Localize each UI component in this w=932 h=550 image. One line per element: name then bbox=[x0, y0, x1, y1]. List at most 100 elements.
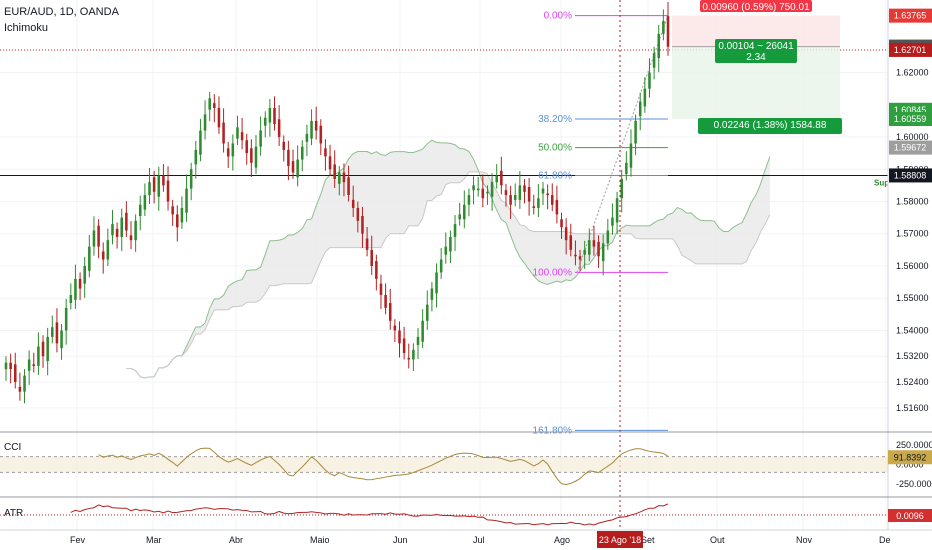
candle-body bbox=[23, 375, 26, 392]
y-tick-label: 1.62000 bbox=[896, 68, 929, 78]
candle bbox=[652, 46, 656, 80]
candle bbox=[583, 240, 586, 269]
candle-body bbox=[500, 170, 503, 186]
candle-body bbox=[287, 149, 290, 167]
candle-body bbox=[129, 235, 133, 241]
fib-level-label: 0.00% bbox=[544, 11, 572, 22]
candle bbox=[13, 352, 17, 389]
position-tool[interactable]: 0.00960 (0.59%) 750.01 0.00104 ~ 260412.3… bbox=[672, 0, 842, 134]
candle bbox=[324, 139, 327, 171]
candle bbox=[560, 212, 563, 239]
candle-body bbox=[152, 177, 156, 192]
candle bbox=[333, 150, 336, 188]
candle bbox=[213, 94, 216, 123]
x-tick-label: Out bbox=[710, 535, 725, 545]
y-tick-label: 1.52400 bbox=[896, 377, 929, 387]
candle-body bbox=[620, 178, 623, 199]
candle-body bbox=[273, 108, 276, 125]
candle bbox=[402, 326, 406, 360]
y-tick-label: 1.58000 bbox=[896, 196, 929, 206]
candle-body bbox=[213, 103, 216, 108]
candle bbox=[157, 166, 161, 211]
cci-band bbox=[0, 456, 888, 473]
candle bbox=[254, 135, 258, 175]
candle bbox=[328, 144, 332, 176]
candle-body bbox=[9, 362, 12, 370]
candle-body bbox=[393, 325, 397, 331]
ichimoku-cloud bbox=[126, 139, 771, 379]
candle bbox=[51, 315, 54, 344]
candle-body bbox=[37, 346, 40, 366]
candle-body bbox=[134, 220, 137, 241]
candle bbox=[189, 162, 193, 201]
candle bbox=[226, 141, 230, 168]
candle-body bbox=[231, 143, 235, 157]
candles[interactable] bbox=[4, 1, 670, 404]
candle bbox=[125, 201, 128, 237]
cci-pane bbox=[0, 447, 888, 486]
atr-value-bg bbox=[888, 509, 932, 522]
candle bbox=[523, 178, 526, 204]
candle-body bbox=[162, 175, 165, 186]
candle-body bbox=[268, 108, 272, 123]
candle bbox=[240, 117, 244, 150]
candle bbox=[490, 173, 494, 211]
cci-pane-label: CCI bbox=[4, 442, 22, 453]
candle-body bbox=[402, 338, 406, 354]
candle bbox=[375, 254, 378, 291]
candle-body bbox=[259, 130, 262, 147]
candle bbox=[629, 129, 633, 177]
candle bbox=[301, 140, 304, 172]
candle bbox=[74, 264, 77, 309]
candle bbox=[467, 188, 471, 217]
candle-body bbox=[449, 236, 452, 252]
candle bbox=[305, 124, 309, 157]
candle-body bbox=[185, 188, 188, 213]
candle-body bbox=[263, 117, 267, 126]
candle bbox=[486, 185, 489, 206]
cci-tick-label: -250.0000 bbox=[896, 479, 932, 489]
x-tick-label: Maio bbox=[310, 535, 330, 545]
candle bbox=[55, 308, 59, 353]
candle-body bbox=[384, 294, 387, 308]
candle-body bbox=[527, 186, 531, 202]
candle bbox=[430, 282, 434, 312]
candle-body bbox=[157, 175, 161, 197]
candle-body bbox=[495, 175, 498, 183]
candle bbox=[643, 77, 647, 113]
candle bbox=[46, 327, 49, 376]
candle bbox=[472, 176, 475, 205]
candle-body bbox=[606, 230, 610, 244]
candle bbox=[504, 183, 508, 207]
candle-body bbox=[504, 190, 508, 196]
price-label-bg bbox=[889, 168, 932, 183]
candle-body bbox=[375, 261, 378, 279]
fibonacci-retracement[interactable]: 0.00% 38.20% 50.00% 61.80% 100.00% 161.80% bbox=[533, 0, 669, 530]
candle bbox=[458, 202, 461, 226]
candle bbox=[384, 283, 387, 315]
senkou-span-a bbox=[126, 139, 771, 379]
candle bbox=[120, 208, 124, 252]
candle-body bbox=[310, 120, 313, 139]
candle-body bbox=[13, 364, 17, 383]
candle-body bbox=[166, 180, 170, 202]
x-tick-label: Set bbox=[641, 535, 655, 545]
candle-body bbox=[171, 206, 174, 215]
x-tick-label: Ago bbox=[554, 535, 570, 545]
candle-body bbox=[634, 120, 637, 144]
candle-body bbox=[564, 227, 568, 241]
candle bbox=[236, 115, 239, 146]
crosshair-date-label: 23 Ago '18 bbox=[599, 535, 641, 545]
candle bbox=[166, 166, 170, 211]
senkou-span-b bbox=[126, 171, 771, 379]
price-label-bg bbox=[889, 140, 932, 155]
candle bbox=[176, 205, 179, 242]
candle-body bbox=[643, 88, 647, 107]
candle-body bbox=[69, 294, 73, 304]
candle-body bbox=[4, 362, 8, 370]
candle-body bbox=[97, 225, 100, 247]
candle bbox=[9, 353, 12, 384]
candle-body bbox=[560, 219, 563, 228]
candle-body bbox=[203, 114, 207, 131]
